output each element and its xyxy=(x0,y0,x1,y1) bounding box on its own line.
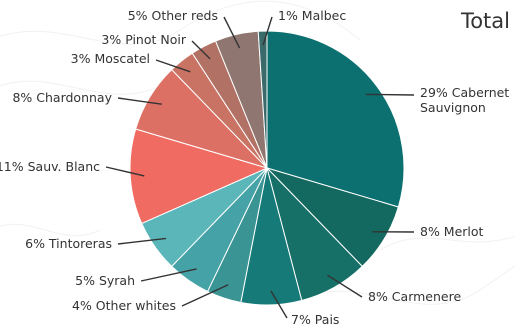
label-leader-line xyxy=(117,97,162,105)
slice-label: 4% Other whites xyxy=(72,298,176,313)
slice-label: 5% Syrah xyxy=(75,273,135,288)
background-contours xyxy=(0,0,515,305)
pie-slices xyxy=(129,30,405,306)
label-leader-line xyxy=(181,284,229,307)
chart-title: Total xyxy=(460,9,510,33)
slice-label: 8% Merlot xyxy=(420,224,484,239)
slice-label: 8% Chardonnay xyxy=(12,90,112,105)
label-leader-line xyxy=(262,16,273,46)
slice-label: 3% Moscatel xyxy=(71,51,150,66)
label-leader-line xyxy=(191,40,211,60)
label-leader-line xyxy=(270,290,288,319)
label-leader-line xyxy=(155,59,191,73)
label-leader-line xyxy=(223,16,241,49)
slice-label: 1% Malbec xyxy=(278,8,346,23)
slice-label: 8% Carmenere xyxy=(368,289,461,304)
pie-slice xyxy=(129,128,269,225)
label-leader-line xyxy=(105,166,145,177)
slice-label: 29% Cabernet Sauvignon xyxy=(420,85,509,115)
slice-label: 5% Other reds xyxy=(128,8,218,23)
label-leaders xyxy=(105,16,415,319)
slice-labels: 29% Cabernet Sauvignon 8% Merlot 8% Carmene… xyxy=(0,8,509,324)
pie-slice xyxy=(266,30,405,208)
slice-label: 3% Pinot Noir xyxy=(101,32,186,47)
label-leader-line xyxy=(140,268,197,282)
label-leader-line xyxy=(365,93,415,96)
label-leader-line xyxy=(117,237,167,245)
slice-label: 6% Tintoreras xyxy=(25,236,112,251)
label-leader-line xyxy=(327,274,363,298)
slice-label: 7% Pais xyxy=(291,312,339,324)
slice-label: 11% Sauv. Blanc xyxy=(0,159,100,174)
